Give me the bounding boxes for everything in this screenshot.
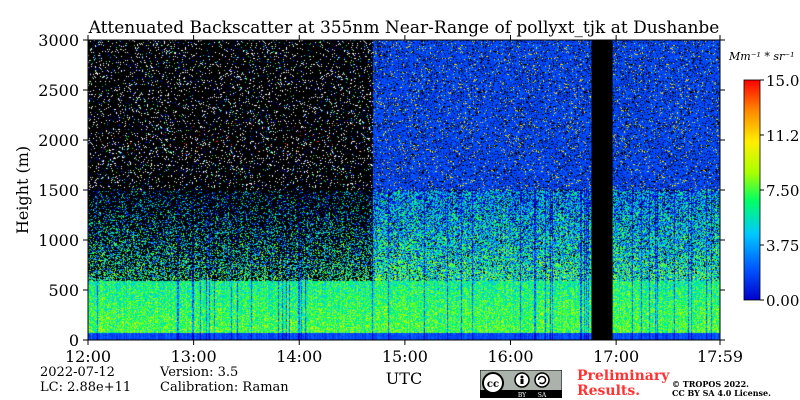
copyright-notice: © TROPOS 2022. CC BY SA 4.0 License. <box>672 380 771 398</box>
plot-area <box>88 40 720 340</box>
colorbar-tick-label: 15.00 <box>766 72 800 90</box>
y-tick-label: 1000 <box>38 231 79 250</box>
y-tick-label: 1500 <box>38 181 79 200</box>
lidar-constant: LC: 2.88e+11 <box>40 380 132 395</box>
chart-title: Attenuated Backscatter at 355nm Near-Ran… <box>88 18 720 38</box>
x-tick-label: 17:00 <box>593 347 639 366</box>
y-axis-label: Height (m) <box>13 146 32 234</box>
backscatter-heatmap <box>88 40 720 340</box>
y-tick-label: 0 <box>69 331 79 350</box>
colorbar-tick-label: 0.00 <box>766 292 799 310</box>
colorbar <box>743 79 761 301</box>
preliminary-line2: Results. <box>577 383 641 399</box>
x-tick-label: 14:00 <box>276 347 322 366</box>
copyright-line1: © TROPOS 2022. <box>672 379 749 389</box>
version-label: Version: 3.5 <box>160 365 239 380</box>
colorbar-tick-label: 7.50 <box>766 182 799 200</box>
y-axis: 0 500 1000 1500 2000 2500 3000 <box>38 31 725 350</box>
no-data-gap <box>591 40 613 340</box>
x-tick-label: 16:00 <box>487 347 533 366</box>
x-tick-label: 17:59 <box>697 347 743 366</box>
colorbar-tick-label: 3.75 <box>766 237 799 255</box>
cc-license-logo: cc BY SA <box>480 370 562 398</box>
x-axis-label: UTC <box>386 369 422 388</box>
colorbar-tick-label: 11.25 <box>766 127 800 145</box>
y-tick-label: 2000 <box>38 131 79 150</box>
preliminary-line1: Preliminary <box>577 368 670 384</box>
y-tick-label: 500 <box>48 281 79 300</box>
x-tick-label: 13:00 <box>171 347 217 366</box>
x-tick-label: 15:00 <box>382 347 428 366</box>
svg-text:BY: BY <box>518 392 527 398</box>
svg-text:SA: SA <box>538 392 547 398</box>
x-axis: 12:00 13:00 14:00 15:00 16:00 17:00 17:59 <box>65 35 743 366</box>
calibration-label: Calibration: Raman <box>160 380 289 395</box>
y-tick-label: 3000 <box>38 31 79 50</box>
svg-text:cc: cc <box>487 379 499 390</box>
date-label: 2022-07-12 <box>40 365 115 380</box>
colorbar-unit: Mm⁻¹ * sr⁻¹ <box>728 50 795 63</box>
x-tick-label: 12:00 <box>65 347 111 366</box>
y-tick-label: 2500 <box>38 81 79 100</box>
preliminary-notice: Preliminary Results. <box>577 369 669 399</box>
copyright-line2: CC BY SA 4.0 License. <box>672 388 771 398</box>
colorbar-axis: 0.00 3.75 7.50 11.25 15.00 <box>760 72 800 310</box>
